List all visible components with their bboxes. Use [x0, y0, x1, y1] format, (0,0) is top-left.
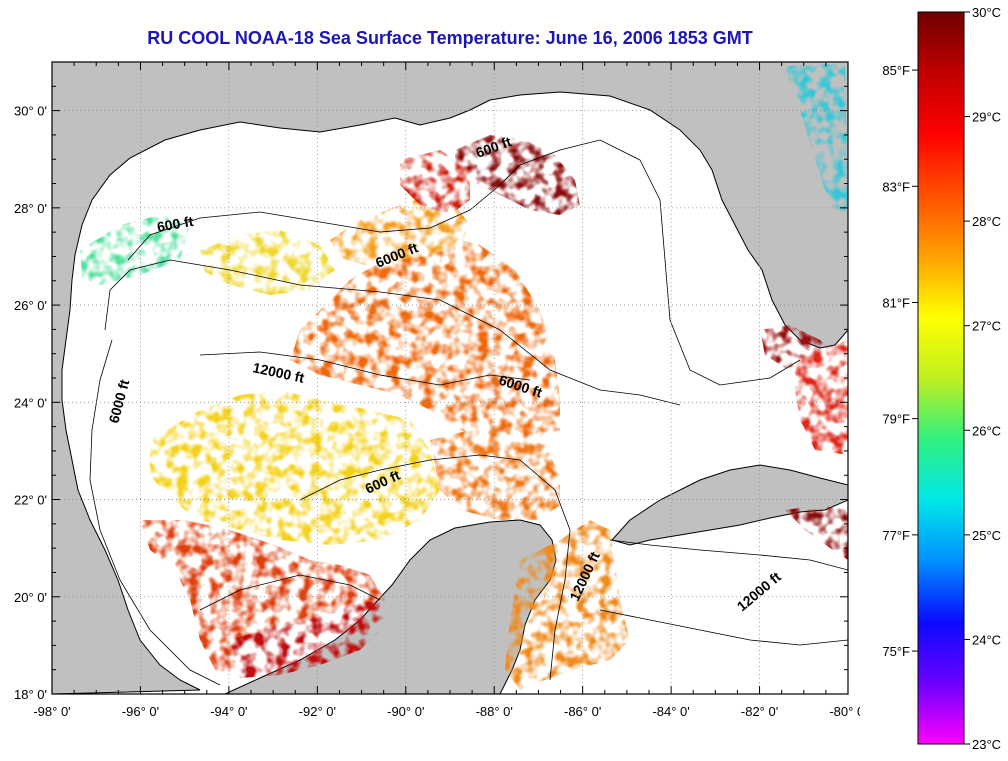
lon-tick-label: -88° 0': [476, 704, 513, 719]
color-gradient: [917, 11, 965, 745]
celsius-label: 26°C: [972, 423, 1001, 438]
bathymetry-contours: [89, 139, 848, 686]
lat-tick-label: 22° 0': [14, 493, 47, 508]
sst-atlantic-cool: [785, 64, 848, 215]
celsius-label: 28°C: [972, 214, 1001, 229]
lon-tick-label: -92° 0': [299, 704, 336, 719]
contour-600ft-north: [127, 139, 801, 386]
contour-bay-campeche: [199, 574, 381, 611]
contour-west-6000: [89, 339, 221, 686]
axis-ticks: -98° 0' -96° 0' -94° 0' -92° 0' -90° 0' -88° …: [14, 61, 860, 719]
lon-tick-label: -86° 0': [564, 704, 601, 719]
lat-tick-label: 18° 0': [14, 687, 47, 702]
lon-tick-label: -96° 0': [122, 704, 159, 719]
sst-south-dark: [230, 600, 385, 678]
lat-tick-label: 24° 0': [14, 395, 47, 410]
sst-west-edge-cool: [80, 215, 190, 285]
contour-caribbean: [609, 539, 848, 571]
fahrenheit-label: 77°F: [882, 528, 910, 543]
lon-tick-label: -90° 0': [387, 704, 424, 719]
contour-12000ft: [199, 351, 531, 386]
sst-cuba-north-dark: [785, 505, 848, 560]
lat-tick-label: 28° 0': [14, 201, 47, 216]
fahrenheit-label: 85°F: [882, 63, 910, 78]
map-title: RU COOL NOAA-18 Sea Surface Temperature:…: [147, 28, 753, 48]
lon-tick-label: -98° 0': [33, 704, 70, 719]
lat-tick-label: 20° 0': [14, 590, 47, 605]
sst-map: 600 ft 600 ft 6000 ft 12000 ft 6000 ft 6…: [14, 61, 860, 719]
colorbar-labels: 30°C 29°C 28°C 27°C 26°C 25°C 24°C 23°C 85°F 83°F…: [882, 5, 1001, 761]
celsius-label: 30°C: [972, 5, 1001, 20]
sst-west-shelf: [200, 230, 335, 295]
celsius-label: 29°C: [972, 110, 1001, 125]
sst-miss-red: [400, 150, 470, 215]
lat-tick-label: 30° 0': [14, 104, 47, 119]
sst-east-gulf: [430, 430, 560, 520]
contour-600ft-yucatan: [299, 454, 571, 681]
contour-6000ft: [104, 259, 681, 406]
fahrenheit-label: 79°F: [882, 412, 910, 427]
celsius-label: 23°C: [972, 737, 1001, 752]
sst-yellow-band: [150, 390, 440, 545]
land-masses: [52, 62, 848, 694]
contour-label-b: 600 ft: [156, 213, 195, 235]
fahrenheit-label: 83°F: [882, 179, 910, 194]
fahrenheit-label: 81°F: [882, 295, 910, 310]
sst-florida-straits: [795, 340, 848, 455]
sst-patches: [80, 64, 848, 690]
lon-tick-label: -82° 0': [741, 704, 778, 719]
lon-tick-label: -94° 0': [210, 704, 247, 719]
contour-caribbean-2: [599, 609, 848, 646]
lon-tick-label: -80° 0': [829, 704, 860, 719]
celsius-label: 24°C: [972, 632, 1001, 647]
sst-caribbean-west: [505, 520, 630, 690]
celsius-label: 27°C: [972, 319, 1001, 334]
lat-tick-label: 26° 0': [14, 298, 47, 313]
land-north-america: [52, 62, 848, 694]
land-cuba: [611, 464, 848, 546]
fahrenheit-label: 75°F: [882, 644, 910, 659]
sst-mississippi-dark: [455, 135, 580, 215]
color-scale-bar: 30°C 29°C 28°C 27°C 26°C 25°C 24°C 23°C 85°F 83°F…: [882, 5, 1001, 761]
celsius-label: 25°C: [972, 528, 1001, 543]
sst-warm-central: [290, 235, 560, 440]
lon-tick-label: -84° 0': [652, 704, 689, 719]
